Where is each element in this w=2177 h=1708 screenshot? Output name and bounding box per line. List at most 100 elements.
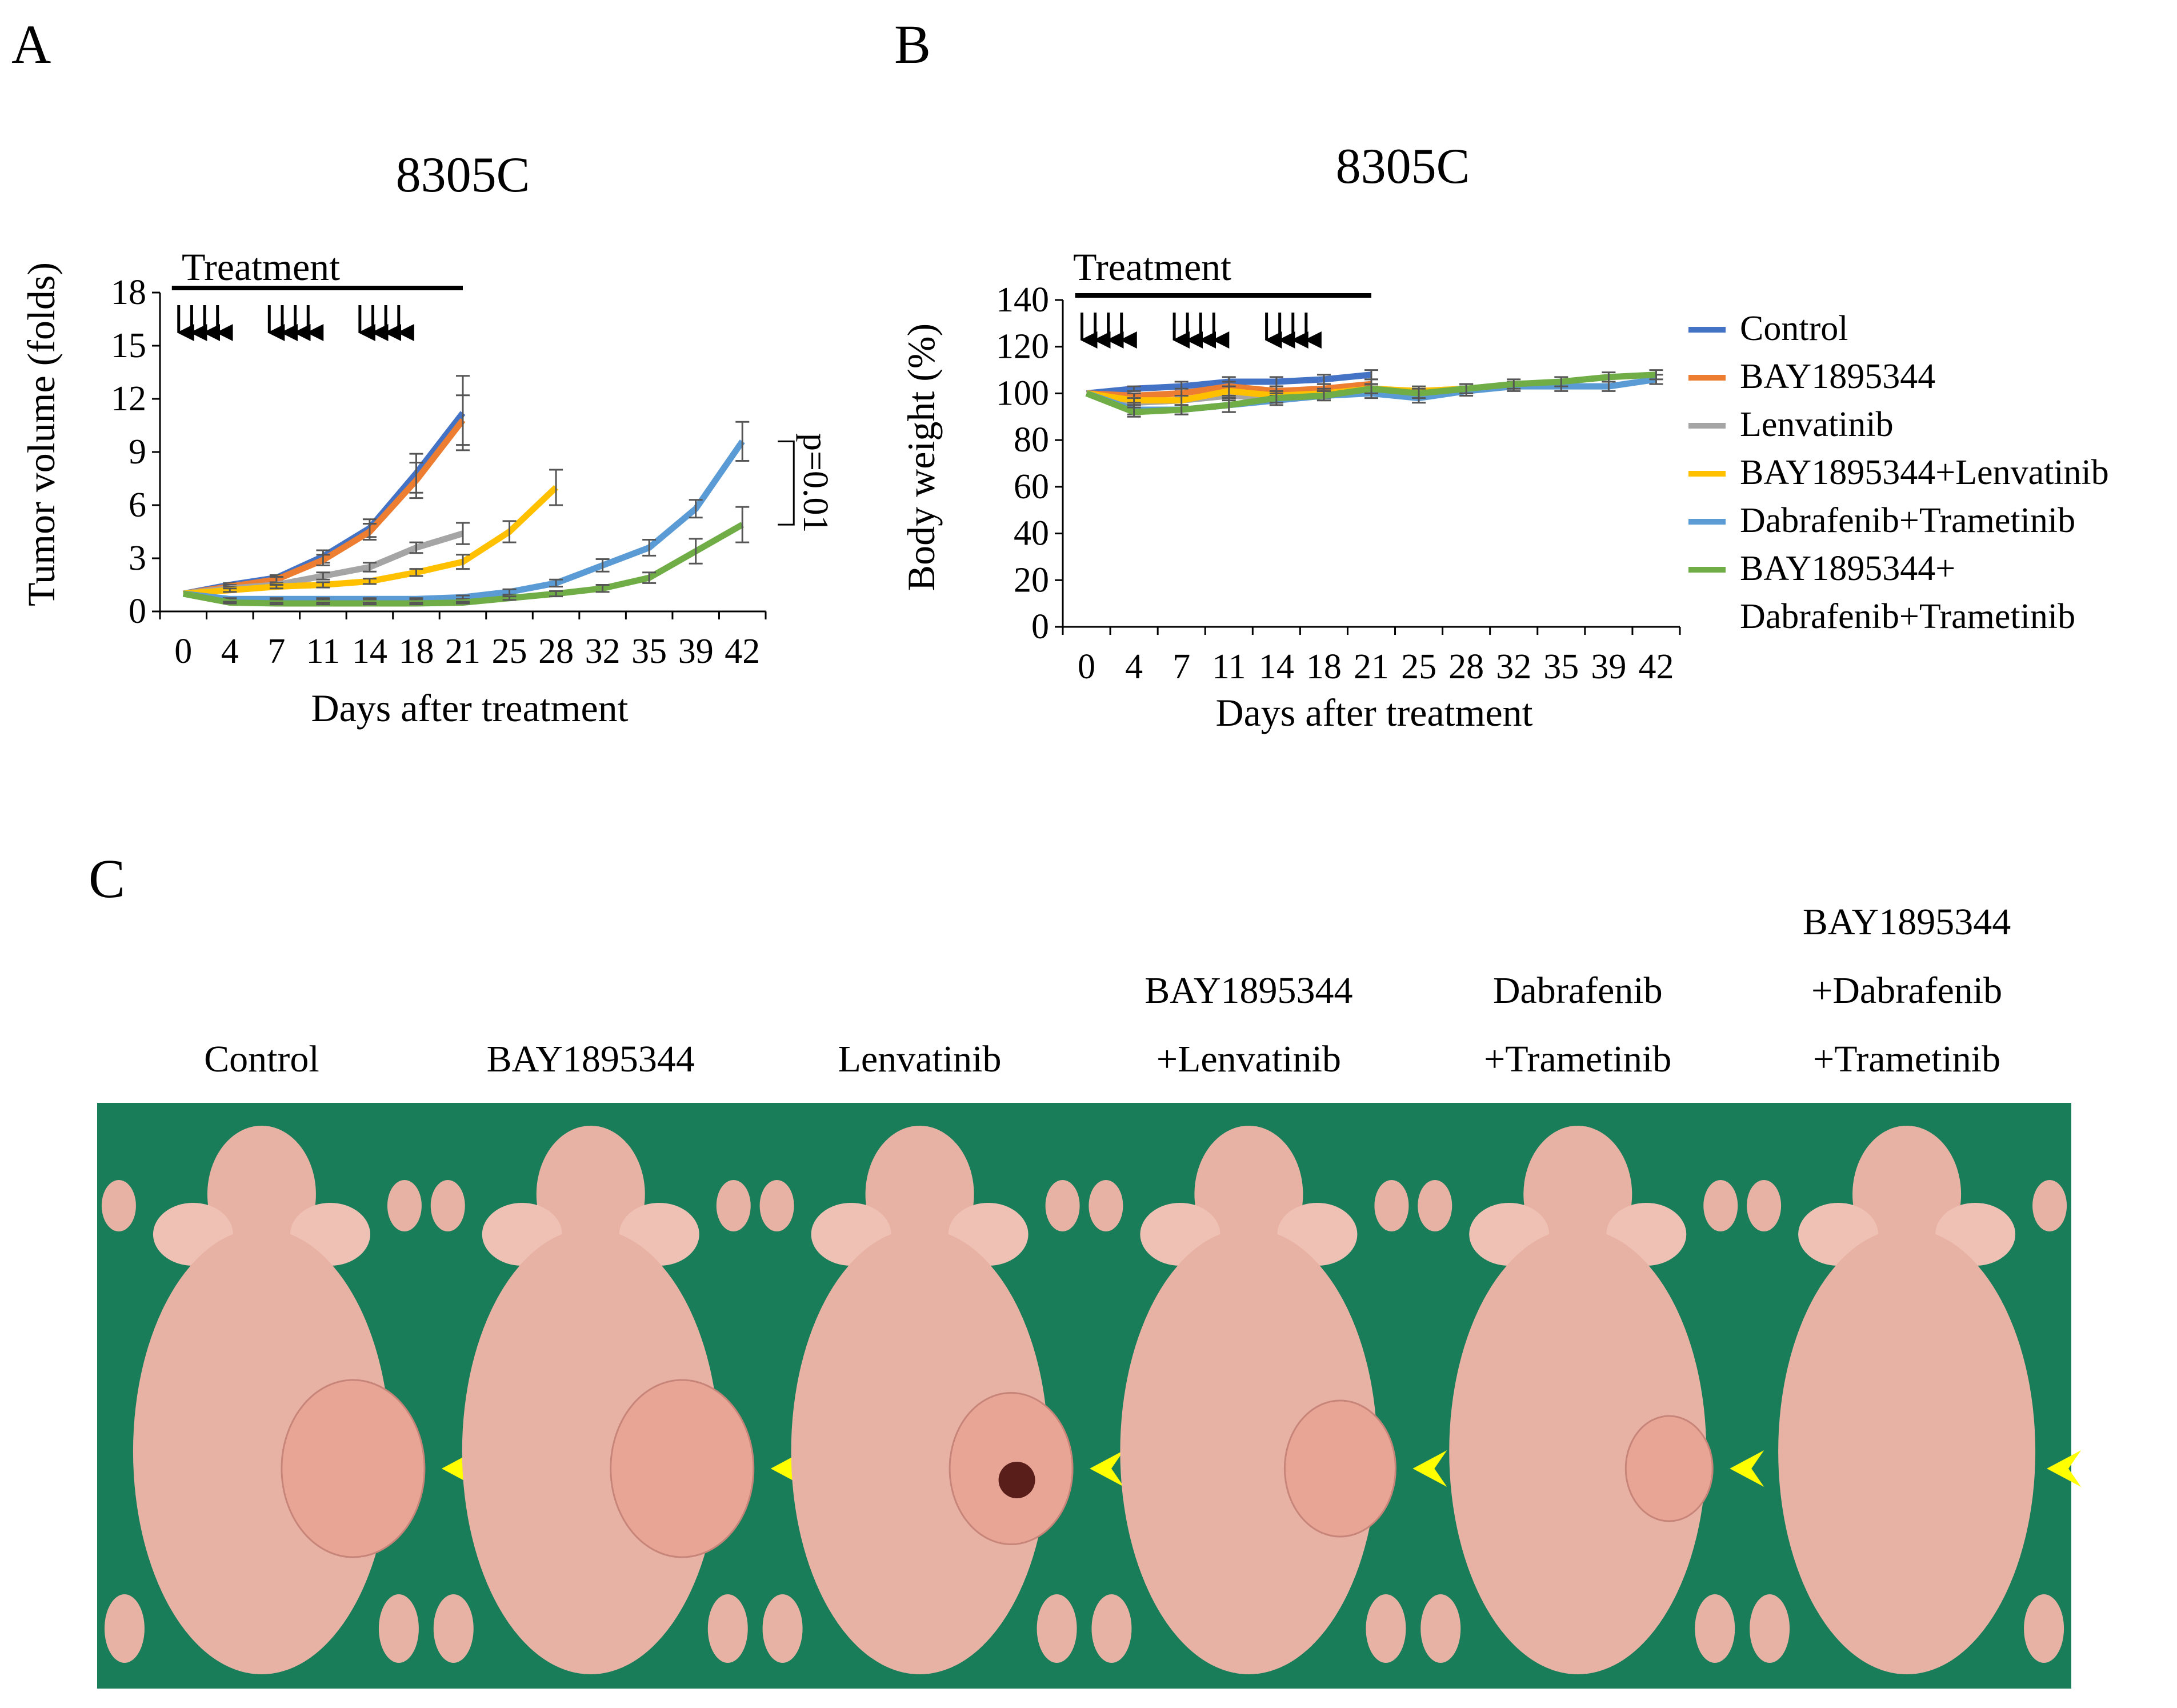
legend-label: BAY1895344 bbox=[1740, 357, 1935, 396]
mouse-forepaw bbox=[716, 1180, 751, 1231]
mouse-head bbox=[1523, 1126, 1632, 1263]
chart-a-xtick-label: 11 bbox=[306, 632, 341, 671]
mouse-hindpaw bbox=[433, 1594, 474, 1663]
mouse-hindpaw bbox=[1750, 1594, 1790, 1663]
chart-b-xtick-label: 32 bbox=[1496, 647, 1531, 686]
mouse-body bbox=[133, 1229, 390, 1674]
legend-label: Control bbox=[1740, 309, 1848, 348]
mouse-head bbox=[207, 1126, 316, 1263]
chart-b-xtick-label: 42 bbox=[1638, 647, 1674, 686]
mouse-forepaw bbox=[2032, 1180, 2067, 1231]
mouse-forepaw bbox=[1747, 1180, 1782, 1231]
chart-a-title: 8305C bbox=[396, 147, 530, 203]
mouse-label: Dabrafenib bbox=[1493, 970, 1663, 1011]
mouse-label: Lenvatinib bbox=[838, 1038, 1002, 1080]
mouse-label: +Lenvatinib bbox=[1156, 1038, 1341, 1080]
panel-a-letter: A bbox=[11, 14, 51, 75]
chart-b-ytick-label: 80 bbox=[1014, 421, 1049, 459]
tumor-arrowhead bbox=[1412, 1450, 1447, 1487]
chart-a-xtick-label: 21 bbox=[445, 632, 481, 671]
legend-label: BAY1895344+Lenvatinib bbox=[1740, 453, 2109, 492]
tumor-volume-chart: 8305C Tumor volume (folds) Days after tr… bbox=[19, 147, 835, 730]
chart-a-xtick-label: 4 bbox=[221, 632, 239, 671]
chart-a-ytick-label: 15 bbox=[111, 326, 146, 365]
chart-b-title: 8305C bbox=[1336, 139, 1470, 194]
legend-label: Dabrafenib+Trametinib bbox=[1740, 597, 2075, 636]
panel-b-letter: B bbox=[894, 14, 931, 75]
mouse-label: BAY1895344 bbox=[1803, 901, 2011, 943]
mouse-figure bbox=[101, 1126, 476, 1674]
chart-a-series-line bbox=[182, 418, 466, 597]
chart-a-series-line bbox=[182, 411, 466, 597]
mouse-hindpaw bbox=[2024, 1594, 2064, 1663]
chart-b-ytick-label: 100 bbox=[996, 374, 1049, 413]
mouse-forepaw bbox=[759, 1180, 794, 1231]
chart-b-xtick-label: 4 bbox=[1125, 647, 1143, 686]
mouse-body bbox=[791, 1229, 1049, 1674]
chart-b-xtick-label: 35 bbox=[1543, 647, 1579, 686]
mouse-forepaw bbox=[1374, 1180, 1409, 1231]
chart-b-xtick-label: 18 bbox=[1306, 647, 1342, 686]
chart-b-xtick-label: 28 bbox=[1448, 647, 1484, 686]
chart-a-series-line bbox=[183, 485, 558, 597]
mouse-hindpaw bbox=[1037, 1594, 1077, 1663]
tumor bbox=[1624, 1415, 1714, 1522]
chart-b-xtick-label: 7 bbox=[1172, 647, 1190, 686]
chart-a-ytick-label: 12 bbox=[111, 379, 146, 418]
legend-label: BAY1895344+ bbox=[1740, 549, 1955, 588]
chart-b-ytick-label: 20 bbox=[1014, 561, 1049, 599]
chart-a-ylabel: Tumor volume (folds) bbox=[19, 262, 63, 606]
tumor bbox=[1283, 1399, 1396, 1538]
tumor-arrowhead bbox=[1090, 1450, 1124, 1487]
chart-a-xtick-label: 0 bbox=[174, 632, 192, 671]
chart-a-ytick-label: 0 bbox=[129, 592, 146, 631]
mouse-hindpaw bbox=[1695, 1594, 1735, 1663]
mouse-label: BAY1895344 bbox=[487, 1038, 695, 1080]
chart-a-ytick-label: 9 bbox=[129, 433, 146, 471]
mouse-body bbox=[462, 1229, 719, 1674]
chart-a-xtick-label: 42 bbox=[725, 632, 760, 671]
chart-a-xlabel: Days after treatment bbox=[311, 686, 628, 730]
p-value-bracket bbox=[778, 440, 795, 526]
mouse-hindpaw bbox=[104, 1594, 145, 1663]
body-weight-chart: 8305C Body weight (%) Days after treatme… bbox=[899, 139, 1681, 734]
mouse-forepaw bbox=[387, 1180, 422, 1231]
mouse-hindpaw bbox=[707, 1594, 748, 1663]
chart-b-xtick-label: 21 bbox=[1354, 647, 1389, 686]
chart-b-xtick-label: 39 bbox=[1591, 647, 1626, 686]
mouse-forepaw bbox=[1703, 1180, 1738, 1231]
tumor-arrowhead bbox=[1730, 1450, 1764, 1487]
chart-b-ytick-label: 0 bbox=[1031, 607, 1049, 646]
tumor bbox=[281, 1379, 426, 1558]
chart-b-ytick-label: 60 bbox=[1014, 467, 1049, 506]
chart-a-ytick-label: 18 bbox=[111, 273, 146, 312]
chart-a-xtick-label: 7 bbox=[267, 632, 285, 671]
chart-a-xtick-label: 32 bbox=[585, 632, 621, 671]
mouse-figure bbox=[430, 1126, 805, 1674]
mouse-label: +Trametinib bbox=[1484, 1038, 1671, 1080]
photo-labels: Control BAY1895344 Lenvatinib BAY1895344 +Le… bbox=[204, 901, 2011, 1080]
tumor bbox=[610, 1379, 755, 1558]
mouse-body bbox=[1449, 1229, 1707, 1674]
chart-a-ytick-label: 6 bbox=[129, 486, 146, 525]
mouse-label: +Trametinib bbox=[1813, 1038, 2000, 1080]
green-drape bbox=[97, 1103, 2071, 1689]
mouse-body bbox=[1120, 1229, 1378, 1674]
mouse-forepaw bbox=[1088, 1180, 1123, 1231]
chart-a-xtick-label: 25 bbox=[492, 632, 527, 671]
chart-b-ylabel: Body weight (%) bbox=[899, 323, 943, 591]
tumor-ulcer bbox=[998, 1462, 1035, 1498]
mouse-head bbox=[1194, 1126, 1303, 1263]
mouse-head bbox=[1852, 1126, 1962, 1263]
mouse-forepaw bbox=[430, 1180, 465, 1231]
legend-label: Lenvatinib bbox=[1740, 405, 1894, 444]
chart-a-ytick-label: 3 bbox=[129, 539, 146, 578]
chart-b-ytick-label: 120 bbox=[996, 327, 1049, 366]
chart-a-treatment-label: Treatment bbox=[182, 245, 340, 289]
panel-c-letter: C bbox=[89, 848, 125, 909]
chart-b-xtick-label: 0 bbox=[1078, 647, 1095, 686]
chart-a-xtick-label: 14 bbox=[352, 632, 387, 671]
mouse-figure bbox=[759, 1126, 1124, 1674]
p-value-annotation: p=0.01 bbox=[796, 433, 835, 533]
